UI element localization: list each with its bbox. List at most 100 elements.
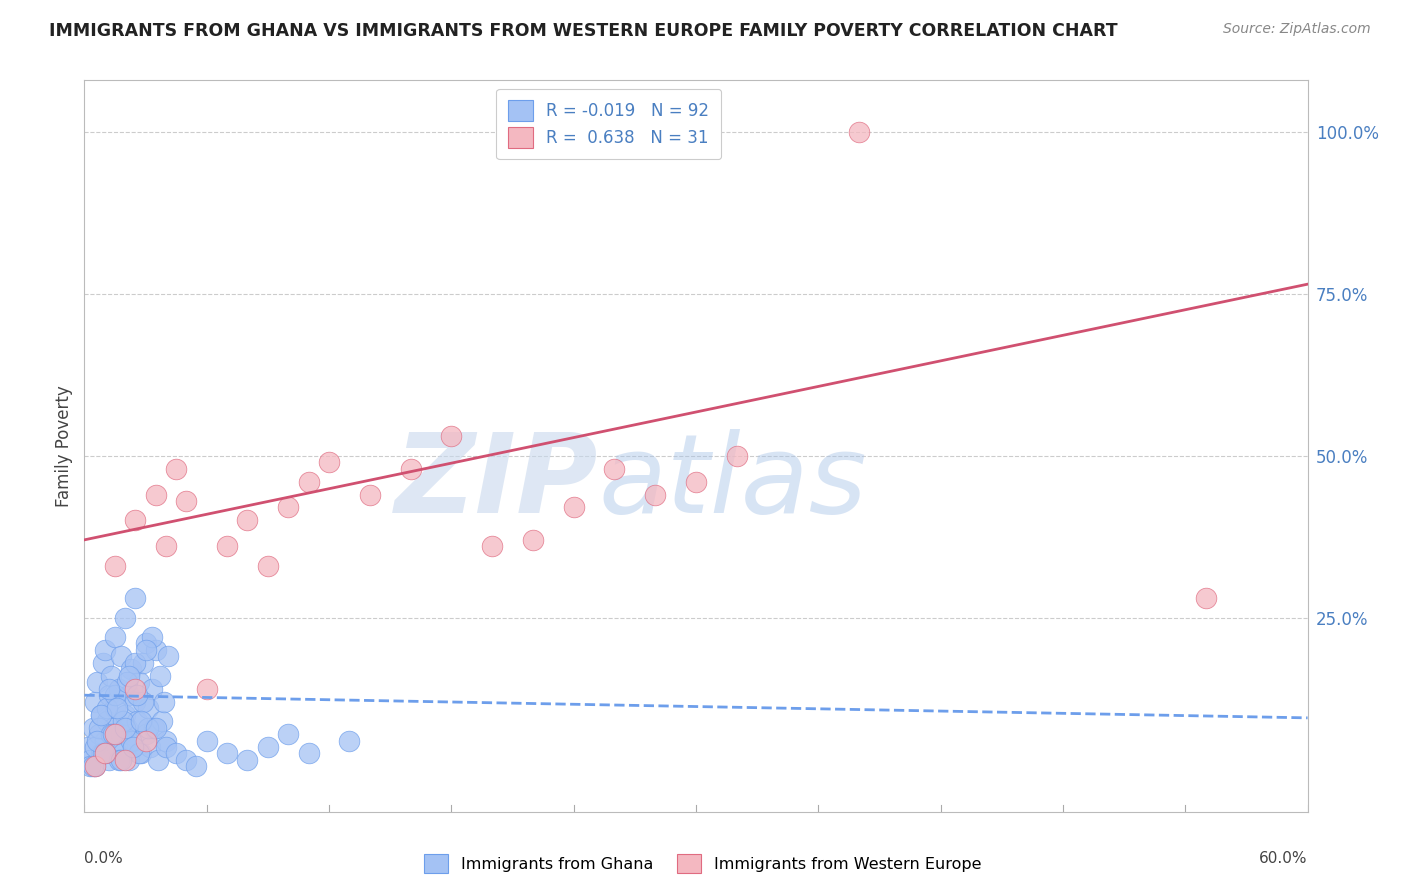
Point: [101, 721, 124, 735]
Point: [108, 753, 131, 767]
Point: [124, 656, 146, 670]
Point: [155, 733, 177, 747]
Point: [132, 656, 155, 670]
Point: [83, 759, 105, 773]
Point: [90, 707, 112, 722]
Point: [114, 707, 136, 722]
Point: [132, 695, 155, 709]
Point: [145, 721, 167, 735]
Point: [146, 753, 169, 767]
Text: Source: ZipAtlas.com: Source: ZipAtlas.com: [1223, 22, 1371, 37]
Point: [318, 455, 340, 469]
Point: [440, 429, 463, 443]
Point: [257, 558, 280, 573]
Point: [195, 681, 218, 696]
Legend: Immigrants from Ghana, Immigrants from Western Europe: Immigrants from Ghana, Immigrants from W…: [418, 847, 988, 880]
Point: [135, 636, 157, 650]
Point: [108, 681, 131, 696]
Text: 0.0%: 0.0%: [84, 851, 124, 865]
Point: [86, 675, 108, 690]
Point: [217, 539, 239, 553]
Point: [135, 727, 157, 741]
Point: [136, 721, 159, 735]
Point: [105, 739, 128, 754]
Point: [174, 494, 197, 508]
Text: ZIP: ZIP: [395, 429, 598, 536]
Point: [150, 714, 173, 728]
Point: [104, 558, 127, 573]
Point: [131, 714, 153, 728]
Point: [644, 487, 666, 501]
Text: 60.0%: 60.0%: [1260, 851, 1308, 865]
Point: [91, 656, 114, 670]
Point: [136, 701, 159, 715]
Legend: R = -0.019   N = 92, R =  0.638   N = 31: R = -0.019 N = 92, R = 0.638 N = 31: [496, 88, 721, 160]
Point: [127, 714, 149, 728]
Point: [156, 649, 179, 664]
Point: [399, 461, 422, 475]
Point: [257, 739, 280, 754]
Point: [104, 727, 127, 741]
Point: [114, 721, 136, 735]
Point: [77, 739, 100, 754]
Point: [138, 739, 160, 754]
Point: [83, 739, 105, 754]
Point: [90, 707, 112, 722]
Point: [127, 688, 149, 702]
Point: [100, 669, 122, 683]
Point: [86, 733, 108, 747]
Point: [725, 449, 748, 463]
Point: [97, 688, 120, 702]
Point: [135, 643, 157, 657]
Point: [114, 753, 136, 767]
Point: [1195, 591, 1218, 606]
Point: [165, 461, 187, 475]
Point: [112, 747, 135, 761]
Point: [87, 721, 110, 735]
Point: [165, 747, 187, 761]
Point: [104, 630, 127, 644]
Point: [105, 701, 128, 715]
Point: [90, 747, 112, 761]
Point: [120, 662, 142, 676]
Point: [104, 701, 127, 715]
Point: [83, 759, 105, 773]
Point: [93, 643, 115, 657]
Point: [124, 695, 146, 709]
Point: [97, 753, 120, 767]
Point: [135, 733, 157, 747]
Point: [277, 727, 299, 741]
Point: [110, 649, 132, 664]
Point: [298, 747, 321, 761]
Point: [195, 733, 218, 747]
Point: [339, 733, 361, 747]
Point: [87, 727, 110, 741]
Point: [236, 753, 259, 767]
Point: [115, 675, 138, 690]
Point: [110, 753, 132, 767]
Point: [603, 461, 626, 475]
Point: [149, 669, 172, 683]
Point: [685, 475, 707, 489]
Point: [142, 721, 165, 735]
Point: [141, 681, 163, 696]
Point: [298, 475, 321, 489]
Point: [112, 714, 135, 728]
Point: [122, 739, 145, 754]
Point: [83, 695, 105, 709]
Y-axis label: Family Poverty: Family Poverty: [55, 385, 73, 507]
Point: [522, 533, 544, 547]
Point: [155, 539, 177, 553]
Point: [277, 500, 299, 515]
Point: [236, 513, 259, 527]
Point: [124, 513, 146, 527]
Text: atlas: atlas: [598, 429, 866, 536]
Point: [91, 747, 114, 761]
Point: [359, 487, 381, 501]
Point: [124, 591, 146, 606]
Point: [131, 747, 153, 761]
Point: [141, 630, 163, 644]
Point: [114, 610, 136, 624]
Point: [96, 701, 118, 715]
Point: [174, 753, 197, 767]
